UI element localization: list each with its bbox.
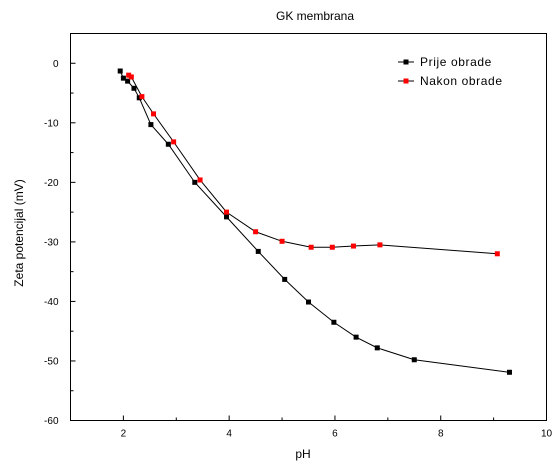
data-point — [126, 72, 132, 78]
chart-title: GK membrana — [276, 9, 354, 23]
data-point — [308, 244, 314, 250]
series-line — [119, 70, 510, 373]
y-tick-label: -50 — [44, 356, 59, 367]
data-point — [353, 334, 359, 340]
data-point — [329, 244, 335, 250]
y-axis-label: Zeta potencijal (mV) — [12, 179, 26, 286]
x-axis-label: pH — [295, 447, 310, 461]
data-point — [117, 68, 123, 74]
data-point — [377, 242, 383, 248]
x-tick-label: 2 — [121, 429, 127, 440]
data-point — [224, 214, 230, 220]
y-tick-label: -40 — [44, 297, 59, 308]
legend: Prije obrade Nakon obrade — [398, 55, 503, 88]
data-point — [411, 357, 417, 363]
data-point — [128, 74, 134, 80]
data-point — [131, 85, 137, 91]
x-tick-label: 6 — [332, 429, 338, 440]
data-point — [224, 209, 230, 215]
data-point — [279, 238, 285, 244]
data-point — [192, 179, 198, 185]
data-point — [151, 111, 157, 117]
plot-frame — [70, 33, 547, 421]
series-layer — [117, 68, 512, 375]
data-point — [139, 94, 145, 100]
series-nakon-obrade — [126, 72, 500, 257]
x-tick-label: 10 — [541, 429, 553, 440]
data-point — [148, 122, 154, 128]
legend-marker-nakon — [403, 78, 409, 84]
series-prije-obrade — [117, 68, 512, 375]
data-point — [374, 345, 380, 351]
legend-marker-prije — [403, 59, 409, 65]
legend-label-prije: Prije obrade — [420, 55, 492, 69]
data-point — [306, 299, 311, 305]
x-axis: 2 4 6 8 10 — [70, 415, 553, 440]
data-point — [197, 177, 203, 183]
data-point — [120, 75, 126, 81]
data-point — [255, 248, 261, 254]
data-point — [282, 276, 288, 282]
data-point — [494, 251, 500, 257]
data-point — [253, 229, 259, 235]
plot-area — [70, 33, 547, 421]
data-point — [165, 141, 171, 147]
data-point — [125, 78, 131, 84]
data-point — [350, 243, 356, 249]
y-tick-label: 0 — [53, 59, 59, 70]
x-tick-label: 4 — [226, 429, 232, 440]
data-point — [171, 139, 177, 145]
data-point — [136, 95, 142, 101]
y-tick-label: -20 — [44, 178, 59, 189]
legend-label-nakon: Nakon obrade — [420, 74, 503, 88]
y-axis: 0 -10 -20 -30 -40 -50 -60 — [44, 33, 76, 427]
series-line — [128, 74, 498, 255]
y-tick-label: -60 — [44, 416, 59, 427]
y-tick-label: -30 — [44, 237, 59, 248]
data-point — [331, 319, 337, 325]
data-point — [506, 369, 512, 375]
x-tick-label: 8 — [438, 429, 444, 440]
y-tick-label: -10 — [44, 118, 59, 129]
